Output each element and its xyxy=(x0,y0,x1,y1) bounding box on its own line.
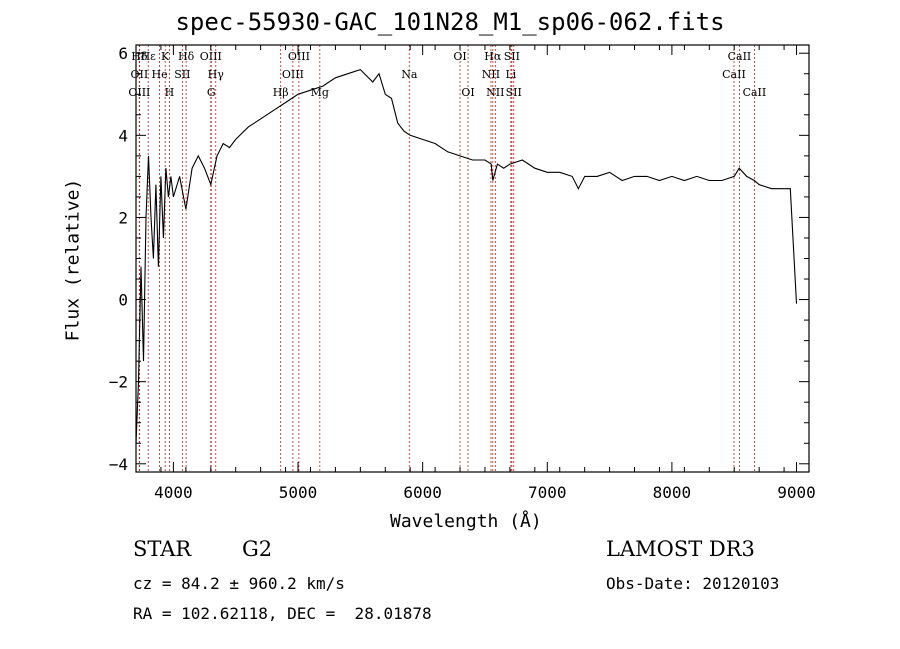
y-tick-label-2: 2 xyxy=(118,208,128,227)
coordinates: RA = 102.62118, DEC = 28.01878 xyxy=(133,604,432,623)
line-markers xyxy=(138,45,755,472)
plot-frame xyxy=(135,44,810,473)
line-label-5: K xyxy=(161,50,170,63)
observation-date: Obs-Date: 20120103 xyxy=(606,574,780,593)
x-tick-label-9000: 9000 xyxy=(777,483,816,502)
line-label-6: H xyxy=(165,86,175,99)
flux-line xyxy=(135,68,798,444)
line-label-19: Hα xyxy=(484,50,502,63)
y-tick-label--4: −4 xyxy=(109,455,128,474)
line-label-15: Mg xyxy=(311,86,329,99)
line-label-12: Hβ xyxy=(273,86,289,99)
line-label-8: Hδ xyxy=(178,50,195,63)
line-label-9: OIII xyxy=(200,50,222,63)
line-label-11: G xyxy=(207,86,216,99)
line-label-7: SII xyxy=(174,68,190,81)
y-tick-label-6: 6 xyxy=(118,44,128,63)
line-label-22: SII xyxy=(504,50,520,63)
line-label-2: OIII xyxy=(128,86,150,99)
axis-ticks xyxy=(135,45,810,472)
x-tick-label-4000: 4000 xyxy=(154,483,193,502)
x-tick-label-5000: 5000 xyxy=(279,483,318,502)
line-label-21: NII xyxy=(486,86,504,99)
line-label-23: Li xyxy=(505,68,516,81)
line-label-25: CaII xyxy=(728,50,752,63)
line-label-4: He xyxy=(152,68,168,81)
line-label-24: SII xyxy=(506,86,522,99)
flux-series xyxy=(135,68,798,444)
line-label-20: NII xyxy=(482,68,500,81)
line-label-18: OI xyxy=(461,86,474,99)
y-tick-label-0: 0 xyxy=(118,291,128,310)
line-label-26: CaII xyxy=(722,68,746,81)
line-label-3: Hε xyxy=(141,50,157,63)
x-axis-label: Wavelength (Å) xyxy=(390,511,542,532)
y-tick-label--2: −2 xyxy=(109,373,128,392)
line-label-13: OIII xyxy=(282,68,304,81)
axis-tick-labels: 4000 5000 6000 7000 8000 9000 −4 −2 0 2 4 6 xyxy=(109,44,816,502)
line-label-27: CaII xyxy=(743,86,767,99)
redshift-velocity: cz = 84.2 ± 960.2 km/s xyxy=(133,574,345,593)
chart-title: spec-55930-GAC_101N28_M1_sp06-062.fits xyxy=(175,8,725,36)
x-tick-label-8000: 8000 xyxy=(653,483,692,502)
x-tick-label-7000: 7000 xyxy=(528,483,567,502)
x-tick-label-6000: 6000 xyxy=(403,483,442,502)
y-axis-label: Flux (relative) xyxy=(62,178,84,342)
line-label-1: OII xyxy=(131,68,149,81)
object-class: STAR xyxy=(133,537,192,561)
line-labels: Hδ OII OIII Hε He K H SII Hδ OIII Hγ G Hβ OIII OIII Mg N… xyxy=(128,50,766,99)
line-label-14: OIII xyxy=(288,50,310,63)
line-label-17: OI xyxy=(453,50,466,63)
line-label-10: Hγ xyxy=(208,68,225,81)
y-tick-label-4: 4 xyxy=(118,126,128,145)
survey-name: LAMOST DR3 xyxy=(606,537,755,561)
line-label-16: Na xyxy=(401,68,418,81)
object-subclass: G2 xyxy=(242,537,273,561)
line-label-0: Hδ xyxy=(131,50,148,63)
